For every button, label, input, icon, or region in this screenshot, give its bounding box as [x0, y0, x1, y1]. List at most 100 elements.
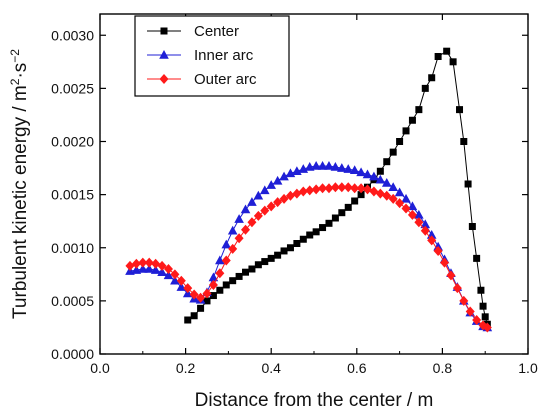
data-point-center — [468, 223, 476, 230]
data-point-inner-arc — [247, 197, 257, 206]
data-point-center — [479, 302, 487, 310]
data-point-outer-arc — [459, 295, 469, 306]
data-point-inner-arc — [266, 180, 276, 189]
data-point-center — [235, 272, 243, 280]
legend-label-outer-arc: Outer arc — [194, 71, 257, 88]
data-point-center — [293, 240, 301, 247]
data-point-outer-arc — [375, 188, 385, 199]
x-tick-label: 0.4 — [261, 360, 281, 376]
data-point-inner-arc — [349, 165, 360, 174]
y-axis-label-mid: ·s — [10, 63, 31, 79]
data-point-center — [421, 84, 429, 92]
data-point-inner-arc — [157, 267, 167, 276]
data-point-outer-arc — [247, 217, 257, 228]
data-point-inner-arc — [324, 160, 334, 170]
data-point-center — [383, 158, 391, 166]
data-point-center — [222, 281, 230, 289]
data-point-center — [274, 251, 282, 259]
series-inner-arc — [125, 160, 493, 332]
data-point-outer-arc — [356, 183, 366, 194]
data-point-inner-arc — [337, 163, 347, 172]
data-point-center — [415, 106, 423, 114]
y-tick-label: 0.0010 — [51, 240, 94, 256]
data-point-inner-arc — [388, 182, 398, 191]
data-point-outer-arc — [382, 190, 392, 201]
data-point-inner-arc — [253, 190, 264, 200]
data-point-outer-arc — [440, 257, 450, 268]
data-point-outer-arc — [208, 279, 218, 290]
data-point-center — [184, 316, 192, 324]
y-tick-label: 0.0020 — [51, 134, 94, 150]
data-point-outer-arc — [253, 210, 263, 221]
data-point-center — [248, 265, 256, 273]
data-point-outer-arc — [388, 193, 398, 204]
data-point-center — [254, 261, 262, 269]
data-point-center — [338, 209, 346, 217]
data-point-outer-arc — [305, 185, 315, 196]
data-point-center — [449, 58, 457, 66]
data-point-inner-arc — [150, 265, 161, 274]
legend-marker-inner-arc — [159, 50, 169, 59]
data-point-inner-arc — [259, 185, 270, 195]
data-point-outer-arc — [414, 217, 424, 228]
legend: Center Inner arc Outer arc — [134, 15, 290, 97]
data-point-center — [344, 203, 352, 211]
data-point-outer-arc — [337, 182, 347, 193]
data-point-inner-arc — [420, 219, 431, 229]
data-point-center — [209, 292, 217, 300]
data-point-outer-arc — [395, 198, 405, 209]
data-point-outer-arc — [330, 182, 340, 193]
y-tick-label: 0.0025 — [51, 80, 94, 96]
data-point-outer-arc — [189, 289, 199, 300]
data-point-outer-arc — [138, 257, 148, 268]
data-point-outer-arc — [176, 275, 186, 286]
data-point-center — [197, 304, 205, 312]
data-point-outer-arc — [221, 255, 231, 266]
data-point-center — [434, 53, 442, 60]
data-point-center — [389, 148, 397, 156]
data-point-center — [460, 138, 468, 145]
data-point-outer-arc — [324, 183, 334, 194]
data-point-outer-arc — [446, 270, 456, 281]
y-tick-label: 0.0005 — [51, 293, 94, 309]
data-point-inner-arc — [317, 160, 328, 170]
data-point-outer-arc — [452, 283, 462, 294]
data-point-outer-arc — [298, 186, 308, 197]
data-point-outer-arc — [196, 292, 206, 303]
data-point-inner-arc — [221, 239, 232, 249]
data-point-center — [357, 191, 365, 199]
x-axis-label: Distance from the center / m — [195, 390, 434, 411]
data-point-outer-arc — [215, 268, 225, 279]
data-point-center — [402, 127, 410, 135]
data-point-outer-arc — [234, 233, 244, 244]
data-point-center — [280, 247, 288, 255]
data-point-inner-arc — [311, 160, 321, 170]
data-point-center — [443, 47, 451, 55]
data-point-outer-arc — [285, 190, 295, 201]
data-point-center — [473, 254, 481, 262]
data-point-center — [481, 313, 489, 321]
data-point-inner-arc — [144, 264, 155, 273]
data-point-center — [456, 106, 464, 114]
data-point-outer-arc — [131, 258, 141, 269]
data-point-outer-arc — [183, 283, 193, 294]
data-point-outer-arc — [266, 201, 276, 212]
data-point-center — [216, 286, 224, 294]
legend-label-center: Center — [194, 23, 239, 40]
data-point-inner-arc — [414, 209, 424, 219]
data-point-outer-arc — [472, 315, 482, 325]
data-point-center — [331, 214, 339, 222]
data-point-inner-arc — [381, 177, 392, 187]
data-point-center — [376, 167, 384, 175]
data-point-inner-arc — [343, 164, 354, 173]
data-point-outer-arc — [318, 183, 328, 194]
data-point-center — [312, 228, 320, 236]
data-point-outer-arc — [465, 306, 475, 317]
data-point-center — [408, 116, 416, 124]
y-axis-label-sup1: 2 — [8, 78, 22, 85]
x-tick-label: 0.8 — [433, 360, 453, 376]
data-point-center — [319, 224, 327, 232]
data-point-center — [464, 180, 472, 188]
data-point-outer-arc — [350, 183, 360, 194]
data-point-center — [351, 197, 359, 205]
